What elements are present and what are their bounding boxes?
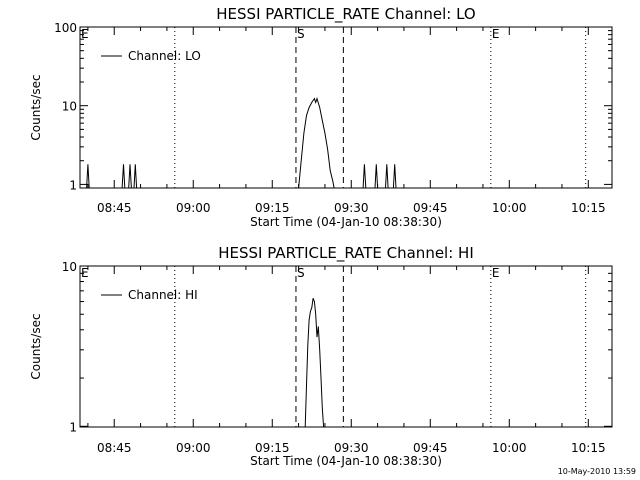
bottom-panel-hi: HESSI PARTICLE_RATE Channel: HI 1 10 Counts…	[29, 244, 613, 468]
x-tick-label: 09:00	[176, 201, 211, 215]
series-line-segment	[86, 164, 90, 189]
series-line-segment	[298, 96, 335, 189]
x-tick-label: 08:45	[97, 441, 132, 455]
x-tick-label: 10:00	[492, 201, 527, 215]
x-tick-label: 08:45	[97, 201, 132, 215]
x-tick-label: 09:30	[334, 441, 369, 455]
x-axis-label: Start Time (04-Jan-10 08:38:30)	[250, 215, 442, 229]
series-line-segment	[362, 164, 367, 189]
x-axis-label: Start Time (04-Jan-10 08:38:30)	[250, 454, 442, 468]
top-panel-lo: HESSI PARTICLE_RATE Channel: LO 1 10 100 Cou…	[29, 5, 613, 229]
y-tick-label: 1	[69, 178, 77, 192]
y-tick-label: 100	[54, 21, 77, 35]
chart-title: HESSI PARTICLE_RATE Channel: LO	[216, 5, 475, 24]
x-tick-label: 09:00	[176, 441, 211, 455]
marker-label: E	[81, 27, 89, 41]
x-tick-label: 10:15	[571, 201, 606, 215]
plot-frame	[79, 265, 613, 428]
plot-frame	[79, 26, 613, 189]
series-line-segment	[304, 298, 325, 428]
chart-title: HESSI PARTICLE_RATE Channel: HI	[218, 244, 474, 263]
legend-label: Channel: HI	[128, 288, 198, 302]
marker-label: E	[492, 266, 500, 280]
series-line-segment	[374, 164, 379, 189]
series-line-segment	[133, 164, 138, 189]
series-line-segment	[121, 164, 126, 189]
x-tick-label: 10:15	[571, 441, 606, 455]
marker-label: E	[81, 266, 89, 280]
y-tick-label: 1	[69, 420, 77, 434]
x-tick-label: 09:45	[413, 201, 448, 215]
x-tick-label: 10:00	[492, 441, 527, 455]
series-line-segment	[392, 164, 397, 189]
footer-timestamp: 10-May-2010 13:59	[558, 467, 636, 476]
series-line-segment	[385, 164, 389, 189]
marker-label: S	[297, 27, 305, 41]
marker-label: E	[492, 27, 500, 41]
y-tick-label: 10	[62, 100, 77, 114]
x-tick-label: 09:15	[255, 201, 290, 215]
y-axis-label: Counts/sec	[29, 313, 43, 379]
x-tick-label: 09:45	[413, 441, 448, 455]
series-line-segment	[128, 164, 132, 189]
x-tick-label: 09:15	[255, 441, 290, 455]
y-tick-label: 10	[62, 260, 77, 274]
legend-label: Channel: LO	[128, 49, 201, 63]
y-axis-label: Counts/sec	[29, 74, 43, 140]
marker-label: S	[297, 266, 305, 280]
x-tick-label: 09:30	[334, 201, 369, 215]
